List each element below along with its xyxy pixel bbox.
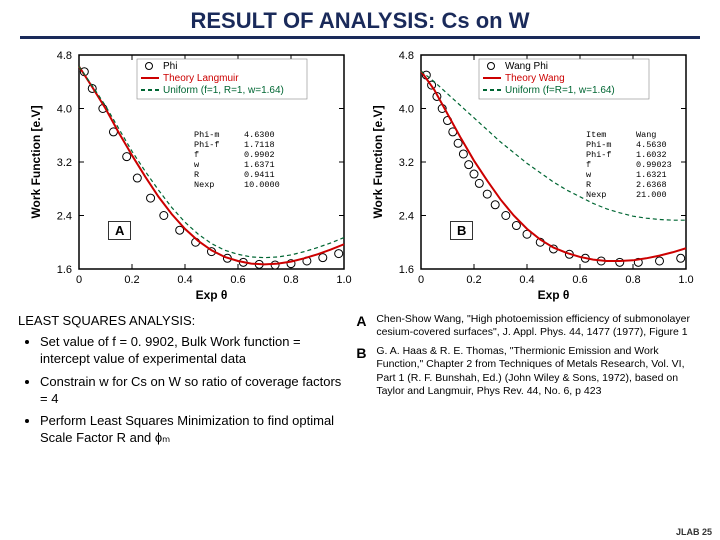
svg-text:4.0: 4.0 [399, 104, 414, 116]
svg-text:0.99023: 0.99023 [636, 160, 672, 170]
svg-text:2.6368: 2.6368 [636, 180, 667, 190]
svg-text:Phi-f: Phi-f [194, 140, 220, 150]
svg-text:f: f [194, 150, 199, 160]
svg-text:1.6: 1.6 [399, 264, 414, 276]
svg-text:1.6032: 1.6032 [636, 150, 667, 160]
chart-B: 0 0.2 0.4 0.6 0.8 1.0 1.6 2.4 3.2 4.0 4.8 Exp θ Work… [366, 45, 696, 305]
svg-text:0.4: 0.4 [519, 274, 534, 286]
svg-text:1.0: 1.0 [336, 274, 351, 286]
chart-A: 0 0.2 0.4 0.6 0.8 1.0 1.6 2.4 3.2 4.0 4.8 Exp θ Work… [24, 45, 354, 305]
ref-A: A Chen-Show Wang, "High photoemission ef… [356, 313, 702, 339]
lsq-title: LEAST SQUARES ANALYSIS: [18, 313, 346, 330]
panel-label-B: B [450, 221, 473, 240]
svg-text:Wang Phi: Wang Phi [505, 61, 548, 72]
svg-text:1.0: 1.0 [678, 274, 693, 286]
svg-text:Exp θ: Exp θ [538, 288, 570, 302]
svg-text:w: w [586, 170, 592, 180]
svg-text:1.7118: 1.7118 [244, 140, 275, 150]
svg-text:Work Function [e.V]: Work Function [e.V] [371, 105, 385, 218]
svg-text:4.8: 4.8 [399, 50, 414, 62]
svg-text:0.2: 0.2 [124, 274, 139, 286]
lsq-item: Set value of f = 0. 9902, Bulk Work func… [40, 334, 346, 368]
svg-text:R: R [586, 180, 591, 190]
panel-label-A: A [108, 221, 131, 240]
svg-text:Phi-m: Phi-m [194, 130, 220, 140]
svg-text:1.6: 1.6 [57, 264, 72, 276]
slide-title: RESULT OF ANALYSIS: Cs on W [20, 0, 700, 39]
svg-text:Uniform (f=1, R=1, w=1.64): Uniform (f=1, R=1, w=1.64) [163, 85, 284, 96]
svg-text:0.6: 0.6 [572, 274, 587, 286]
svg-text:0.6: 0.6 [230, 274, 245, 286]
svg-text:0.9902: 0.9902 [244, 150, 275, 160]
svg-text:0.9411: 0.9411 [244, 170, 275, 180]
svg-text:2.4: 2.4 [57, 211, 72, 223]
svg-text:3.2: 3.2 [399, 157, 414, 169]
svg-text:1.6321: 1.6321 [636, 170, 667, 180]
ref-B: B G. A. Haas & R. E. Thomas, "Thermionic… [356, 345, 702, 398]
lsq-list: Set value of f = 0. 9902, Bulk Work func… [18, 334, 346, 447]
svg-text:21.000: 21.000 [636, 190, 667, 200]
lsq-block: LEAST SQUARES ANALYSIS: Set value of f =… [18, 313, 346, 453]
svg-text:10.0000: 10.0000 [244, 180, 280, 190]
svg-text:2.4: 2.4 [399, 211, 414, 223]
svg-text:4.8: 4.8 [57, 50, 72, 62]
svg-text:0.4: 0.4 [177, 274, 192, 286]
svg-text:1.6371: 1.6371 [244, 160, 275, 170]
bottom-area: LEAST SQUARES ANALYSIS: Set value of f =… [0, 305, 720, 453]
svg-text:Nexp: Nexp [586, 190, 606, 200]
svg-text:0.2: 0.2 [466, 274, 481, 286]
svg-text:Work Function [e.V]: Work Function [e.V] [29, 105, 43, 218]
svg-text:Item: Item [586, 130, 606, 140]
svg-text:w: w [194, 160, 200, 170]
charts-row: 0 0.2 0.4 0.6 0.8 1.0 1.6 2.4 3.2 4.0 4.8 Exp θ Work… [0, 45, 720, 305]
svg-text:0: 0 [76, 274, 82, 286]
lsq-item: Perform Least Squares Minimization to fi… [40, 413, 346, 447]
svg-text:f: f [586, 160, 591, 170]
svg-text:Theory Langmuir: Theory Langmuir [163, 73, 239, 84]
svg-text:Uniform (f=R=1, w=1.64): Uniform (f=R=1, w=1.64) [505, 85, 615, 96]
svg-text:Phi-m: Phi-m [586, 140, 612, 150]
ref-key-A: A [356, 313, 376, 339]
refs-block: A Chen-Show Wang, "High photoemission ef… [356, 313, 702, 453]
ref-text-B: G. A. Haas & R. E. Thomas, "Thermionic E… [376, 345, 702, 398]
svg-text:Phi-f: Phi-f [586, 150, 612, 160]
svg-text:R: R [194, 170, 199, 180]
svg-text:Phi: Phi [163, 61, 177, 72]
svg-text:Theory Wang: Theory Wang [505, 73, 565, 84]
svg-text:Nexp: Nexp [194, 180, 214, 190]
svg-text:0: 0 [418, 274, 424, 286]
svg-text:3.2: 3.2 [57, 157, 72, 169]
svg-text:4.0: 4.0 [57, 104, 72, 116]
lsq-item: Constrain w for Cs on W so ratio of cove… [40, 374, 346, 408]
svg-text:Exp θ: Exp θ [196, 288, 228, 302]
svg-text:0.8: 0.8 [625, 274, 640, 286]
svg-text:Wang: Wang [636, 130, 656, 140]
svg-text:4.6300: 4.6300 [244, 130, 275, 140]
footer-label: JLAB 25 [676, 527, 712, 537]
svg-text:4.5630: 4.5630 [636, 140, 667, 150]
ref-key-B: B [356, 345, 376, 398]
ref-text-A: Chen-Show Wang, "High photoemission effi… [376, 313, 702, 339]
svg-text:0.8: 0.8 [283, 274, 298, 286]
